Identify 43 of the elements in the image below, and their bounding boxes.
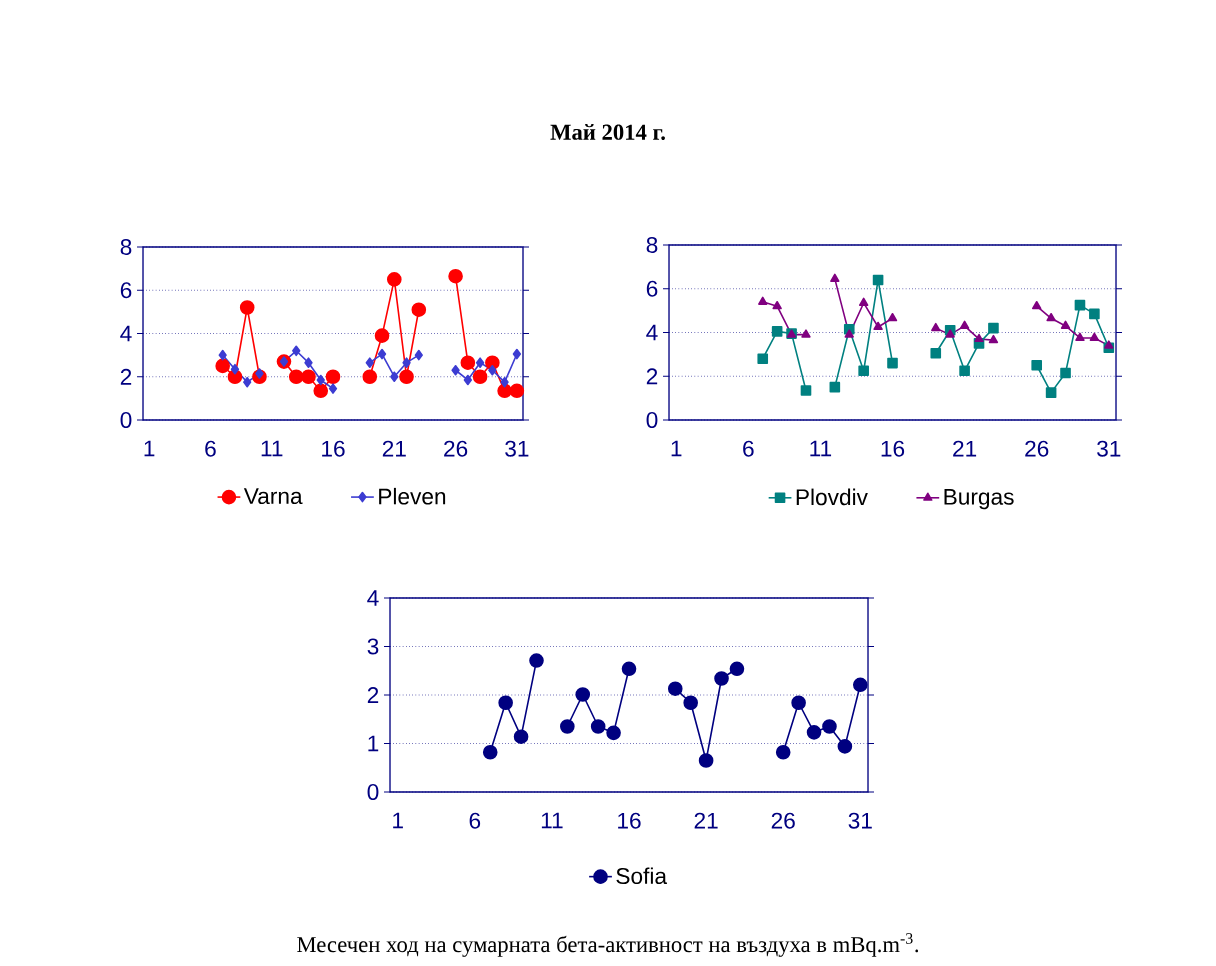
y-tick-label: 2 — [367, 687, 379, 703]
y-tick-label: 0 — [120, 411, 132, 429]
y-tick-label: 0 — [367, 783, 379, 801]
x-tick-label: 11 — [261, 440, 283, 457]
x-tick-label: 31 — [848, 812, 872, 829]
x-tick-label: 11 — [810, 440, 832, 457]
y-tick-label: 4 — [646, 324, 658, 341]
legend-label: Burgas — [944, 489, 1014, 510]
y-tick-label: 0 — [646, 411, 658, 429]
x-tick-label: 16 — [322, 440, 345, 457]
text: Май 2014 г. — [550, 124, 665, 140]
x-tick-label: 26 — [1025, 440, 1049, 457]
x-tick-label: 26 — [771, 812, 795, 829]
x-tick-label: 31 — [505, 440, 529, 457]
x-tick-label: 26 — [444, 440, 468, 457]
x-tick-label: 21 — [382, 440, 406, 457]
x-tick-label: 21 — [953, 440, 977, 457]
x-tick-label: 31 — [1097, 440, 1121, 457]
y-tick-label: 2 — [120, 368, 132, 385]
y-tick-label: 6 — [646, 280, 658, 297]
y-tick-label: 8 — [646, 236, 658, 254]
x-tick-label: 21 — [694, 812, 718, 829]
legend-label: Plovdiv — [796, 488, 868, 506]
y-tick-label: 1 — [368, 735, 379, 752]
legend-label: Pleven — [379, 487, 446, 505]
y-tick-label: 6 — [120, 282, 132, 299]
y-tick-label: 2 — [646, 368, 658, 385]
x-tick-label: 11 — [541, 812, 563, 829]
x-tick-label: 16 — [618, 812, 641, 829]
legend-label: Varna — [243, 488, 303, 505]
x-tick-label: 6 — [205, 440, 216, 457]
x-tick-label: 1 — [144, 440, 155, 457]
legend-label: Sofia — [616, 867, 668, 885]
y-tick-label: 4 — [120, 325, 132, 342]
y-tick-label: 4 — [367, 590, 379, 606]
x-tick-label: 1 — [671, 440, 682, 457]
x-tick-label: 16 — [881, 440, 905, 457]
text: Месечен ход на сумарната бета-активност на въздуха в mBq.m$^{-3}$. — [297, 933, 919, 957]
x-tick-label: 1 — [393, 812, 403, 829]
x-tick-label: 6 — [743, 440, 754, 457]
y-tick-label: 8 — [120, 238, 132, 256]
y-tick-label: 3 — [367, 638, 379, 655]
x-tick-label: 6 — [469, 812, 481, 829]
